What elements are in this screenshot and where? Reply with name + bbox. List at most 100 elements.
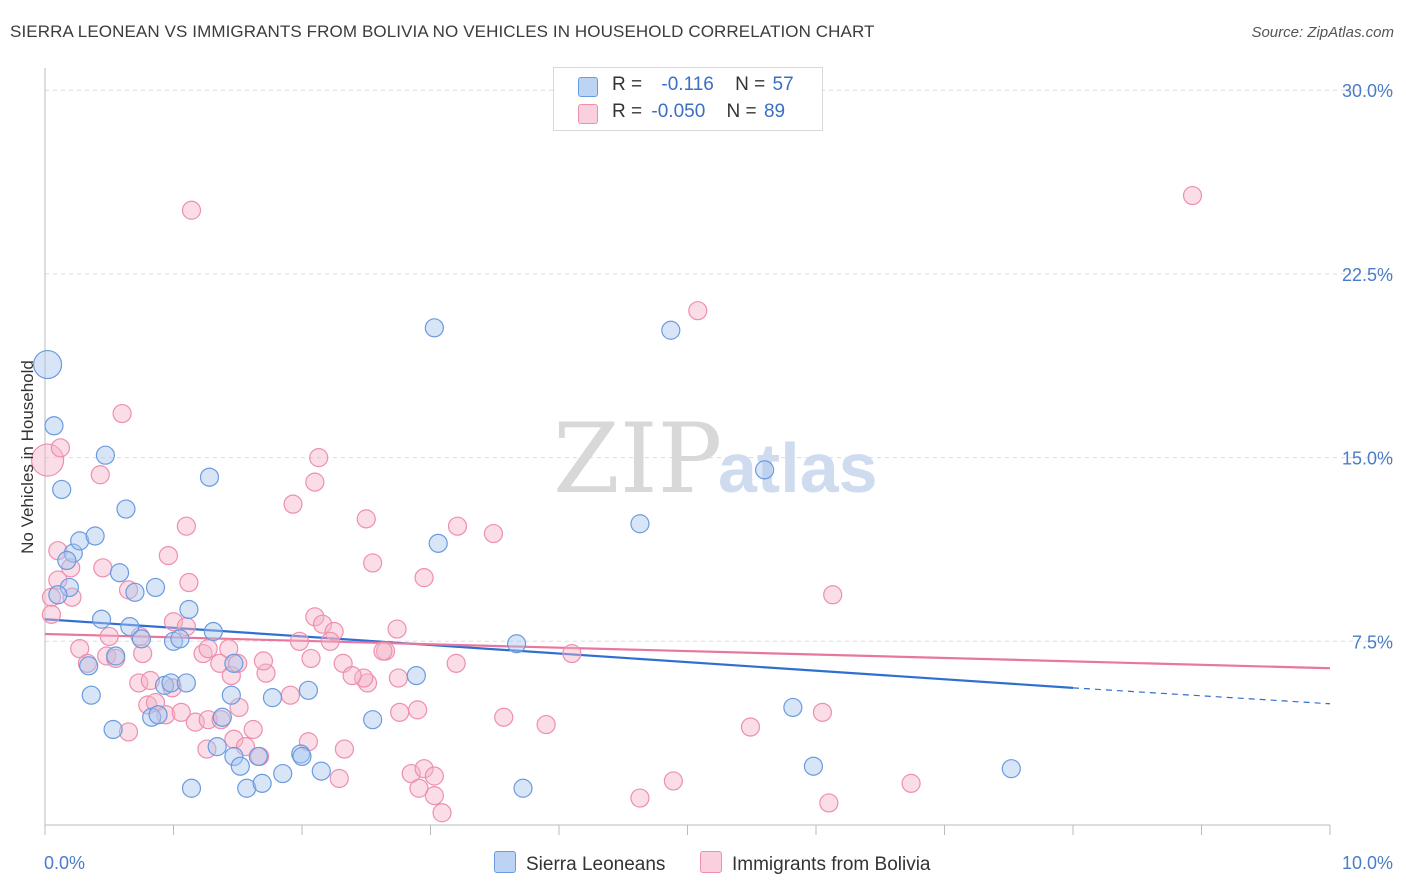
- point-bolivia: [181, 200, 202, 220]
- point-sierra-leonean: [116, 499, 136, 519]
- legend-n-value: 89: [763, 101, 786, 122]
- point-bolivia: [408, 700, 428, 720]
- legend-n-value: 57: [772, 74, 794, 95]
- point-bolivia: [283, 494, 303, 514]
- point-bolivia: [447, 516, 468, 536]
- point-sierra-leonean: [179, 599, 199, 620]
- point-bolivia: [354, 668, 374, 688]
- point-bolivia: [446, 653, 466, 673]
- point-bolivia: [179, 572, 199, 593]
- point-sierra-leonean: [513, 778, 533, 798]
- point-bolivia: [812, 702, 833, 722]
- point-sierra-leonean: [52, 479, 72, 500]
- point-sierra-leonean: [224, 653, 244, 673]
- point-bolivia: [356, 509, 376, 529]
- legend-n-label: N =: [726, 101, 757, 122]
- point-bolivia: [256, 663, 276, 683]
- point-sierra-leonean: [109, 563, 130, 583]
- point-bolivia: [219, 639, 239, 659]
- point-bolivia: [90, 465, 110, 485]
- x-tick-label: 10.0%: [1342, 853, 1393, 873]
- grid-lines: [45, 89, 1395, 642]
- watermark-atlas: atlas: [718, 429, 878, 507]
- point-bolivia: [901, 773, 921, 793]
- tick-labels: 7.5% 15.0% 22.5% 30.0% 0.0% 10.0%: [44, 81, 1393, 873]
- point-sierra-leonean: [224, 746, 244, 767]
- legend-swatch-pink: [578, 104, 598, 124]
- point-sierra-leonean: [85, 526, 105, 546]
- point-bolivia: [301, 648, 321, 669]
- point-bolivia: [253, 651, 274, 671]
- point-sierra-leonean: [95, 445, 115, 465]
- point-bolivia: [424, 766, 444, 786]
- point-sierra-leonean: [79, 656, 99, 676]
- point-sierra-leonean: [252, 773, 272, 793]
- y-axis-title: No Vehicles in Household: [18, 360, 37, 554]
- point-sierra-leonean: [803, 756, 824, 776]
- point-bolivia: [156, 705, 176, 725]
- y-tick-label: 15.0%: [1342, 449, 1393, 469]
- point-bolivia: [158, 545, 178, 566]
- point-bolivia: [243, 719, 263, 740]
- point-sierra-leonean: [262, 688, 283, 708]
- y-tick-label: 7.5%: [1352, 632, 1393, 652]
- point-bolivia: [388, 668, 408, 688]
- legend-swatch-blue: [578, 77, 598, 97]
- point-bolivia: [562, 643, 582, 664]
- point-bolivia: [536, 714, 556, 735]
- trend-line-bolivia: [44, 632, 1331, 670]
- point-bolivia: [334, 739, 355, 759]
- point-bolivia: [176, 516, 196, 536]
- point-sierra-leonean: [783, 697, 803, 718]
- point-sierra-leonean: [145, 577, 166, 598]
- point-sierra-leonean: [70, 531, 90, 551]
- point-bolivia: [663, 771, 683, 791]
- point-sierra-leonean: [203, 621, 223, 642]
- point-bolivia: [41, 604, 62, 624]
- chart-title: SIERRA LEONEAN VS IMMIGRANTS FROM BOLIVI…: [10, 22, 875, 41]
- point-bolivia: [819, 793, 839, 813]
- x-tick-label: 0.0%: [44, 853, 85, 873]
- point-sierra-leonean: [506, 634, 527, 654]
- point-sierra-leonean: [424, 318, 444, 338]
- point-sierra-leonean: [212, 707, 232, 727]
- bottom-legend-label: Immigrants from Bolivia: [732, 854, 931, 875]
- point-bolivia: [133, 643, 153, 664]
- point-sierra-leonean: [292, 746, 312, 767]
- point-bolivia: [112, 403, 132, 424]
- point-sierra-leonean: [120, 617, 140, 637]
- point-sierra-leonean: [221, 685, 241, 705]
- point-bolivia: [324, 621, 344, 642]
- point-sierra-leonean: [176, 673, 196, 693]
- point-sierra-leonean: [44, 416, 64, 436]
- point-bolivia: [630, 788, 650, 808]
- point-sierra-leonean: [103, 719, 123, 740]
- point-bolivia: [224, 729, 244, 749]
- point-bolivia: [309, 448, 329, 468]
- point-sierra-leonean: [273, 763, 293, 784]
- trend-line-extension: [1072, 687, 1331, 705]
- point-sierra-leonean: [199, 467, 220, 487]
- point-sierra-leonean: [311, 761, 331, 781]
- point-bolivia: [387, 619, 407, 639]
- point-sierra-leonean: [91, 609, 112, 629]
- bottom-legend-swatch-blue: [494, 851, 516, 873]
- point-sierra-leonean: [207, 737, 227, 757]
- y-tick-label: 22.5%: [1342, 265, 1393, 285]
- point-sierra-leonean: [81, 685, 101, 705]
- point-bolivia: [823, 585, 843, 605]
- point-sierra-leonean: [59, 577, 80, 598]
- point-bolivia: [312, 614, 333, 634]
- point-bolivia: [688, 301, 708, 321]
- point-sierra-leonean: [32, 349, 63, 380]
- point-bolivia: [163, 612, 184, 632]
- point-bolivia: [221, 665, 241, 686]
- point-bolivia: [414, 759, 434, 779]
- point-sierra-leonean: [131, 629, 151, 649]
- point-bolivia: [414, 568, 434, 588]
- point-sierra-leonean: [363, 710, 383, 730]
- point-sierra-leonean: [63, 543, 83, 563]
- point-sierra-leonean: [754, 460, 775, 480]
- point-bolivia: [140, 670, 160, 691]
- point-bolivia: [1182, 185, 1203, 206]
